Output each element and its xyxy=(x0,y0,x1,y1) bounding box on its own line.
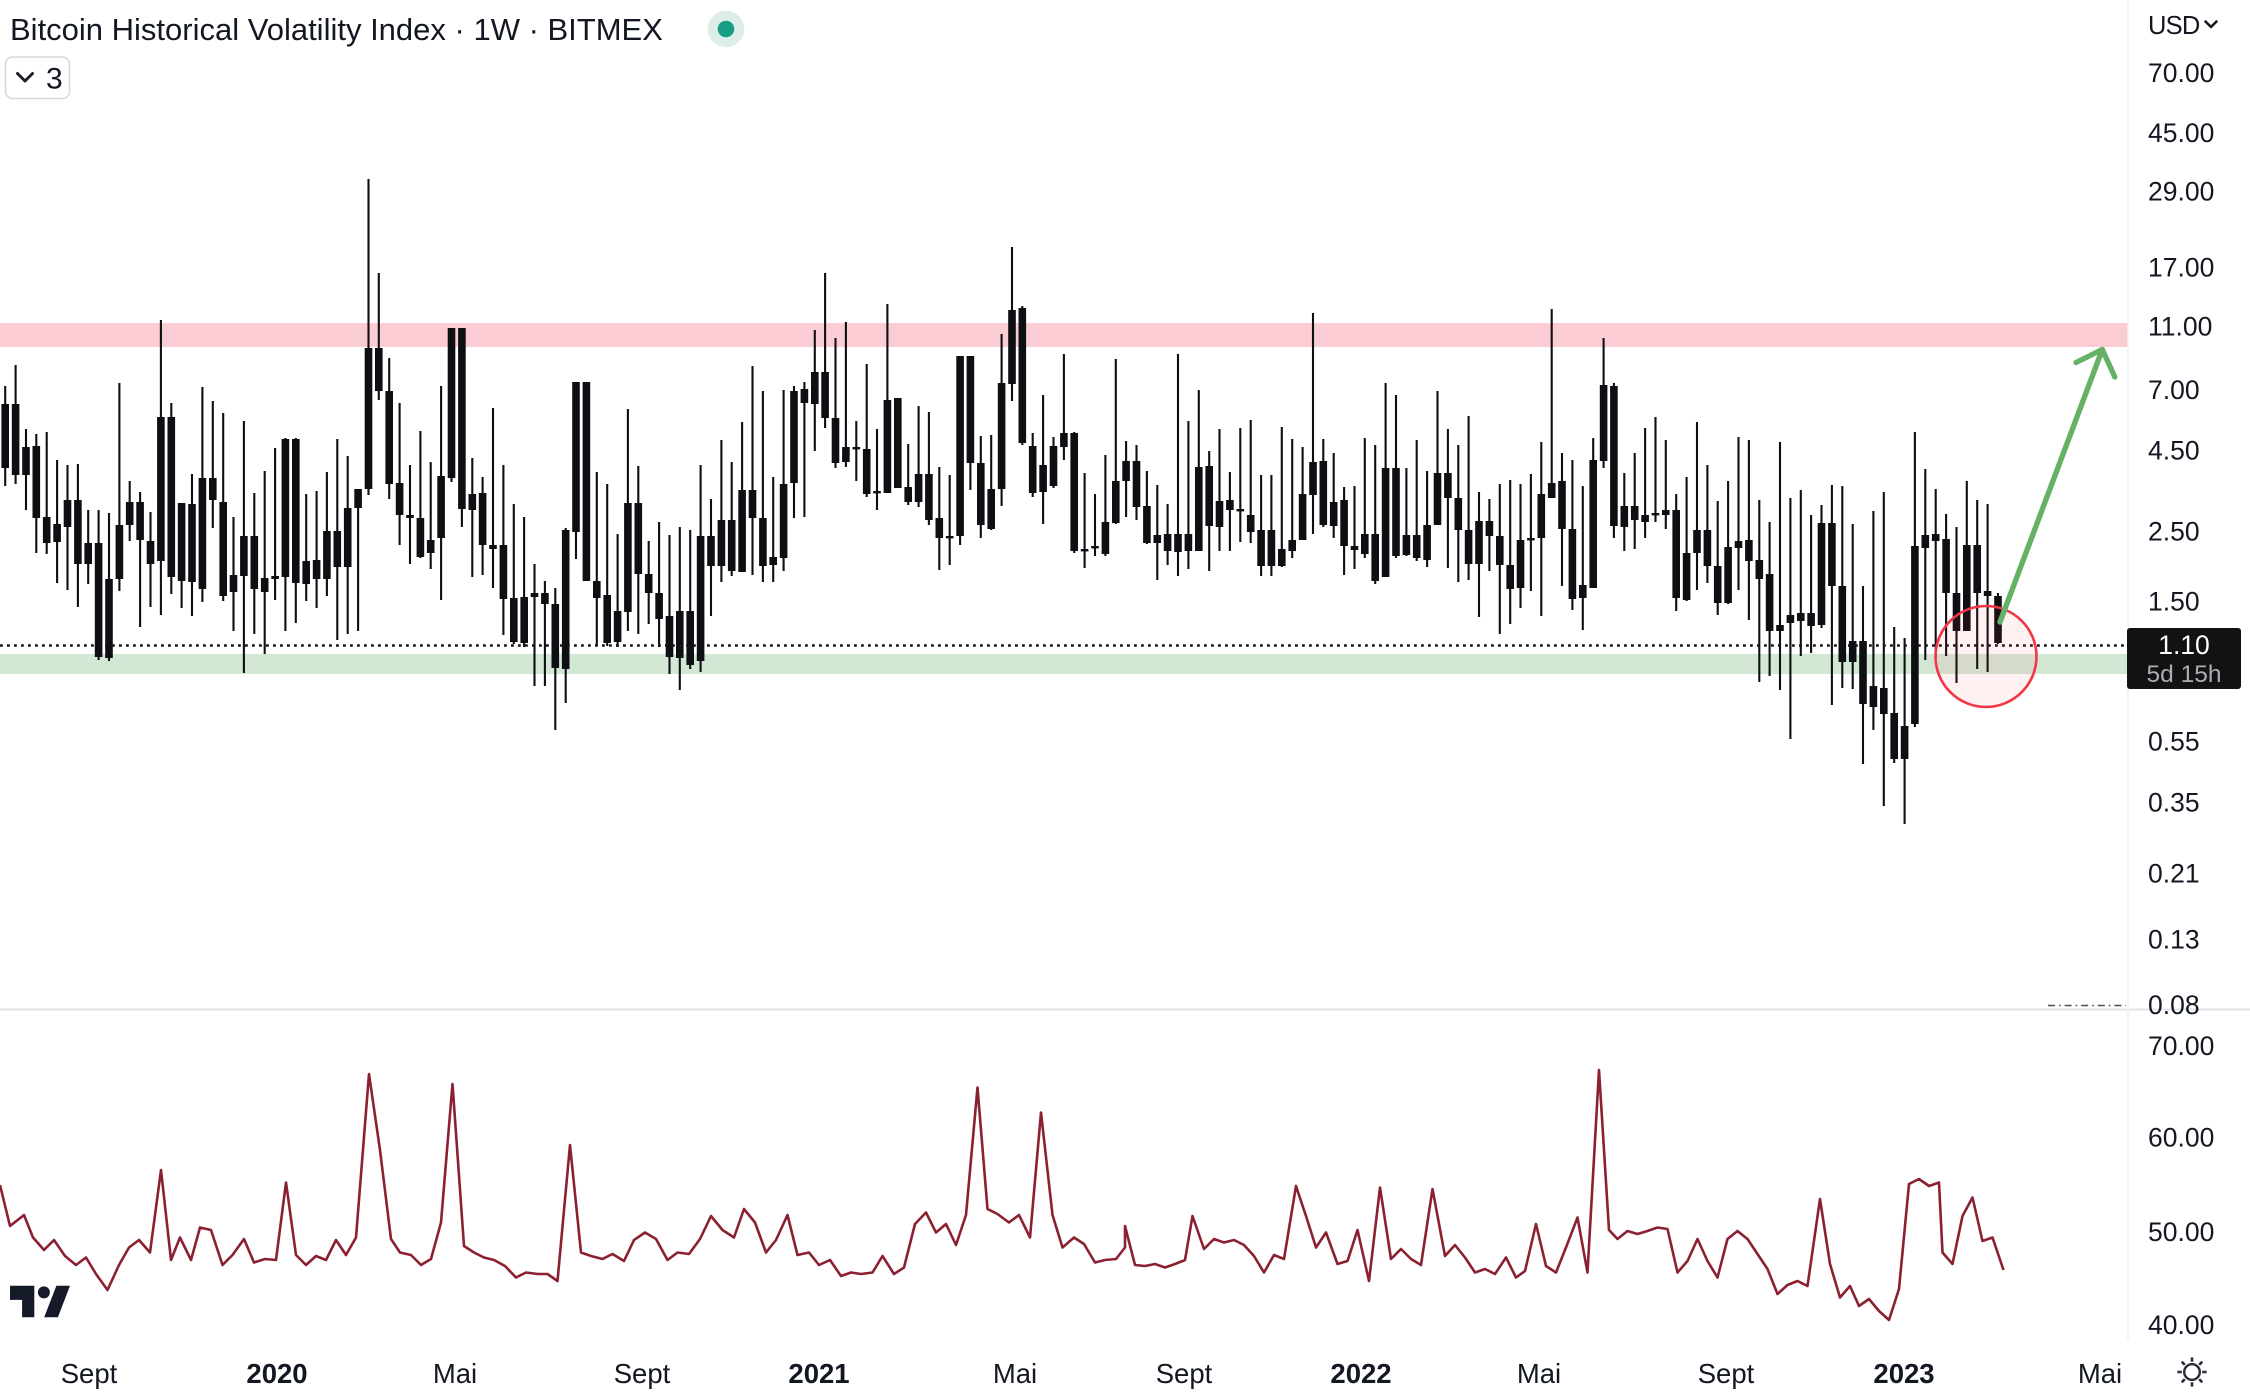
svg-text:0.21: 0.21 xyxy=(2148,858,2200,888)
svg-text:Sept: Sept xyxy=(1156,1358,1213,1389)
svg-text:2.50: 2.50 xyxy=(2148,516,2200,546)
svg-text:Mai: Mai xyxy=(2078,1358,2122,1389)
svg-text:7.00: 7.00 xyxy=(2148,375,2200,405)
svg-text:Mai: Mai xyxy=(1517,1358,1561,1389)
svg-text:2023: 2023 xyxy=(1873,1358,1934,1389)
svg-text:2021: 2021 xyxy=(788,1358,849,1389)
svg-text:2022: 2022 xyxy=(1330,1358,1391,1389)
svg-text:Sept: Sept xyxy=(1698,1358,1755,1389)
svg-text:5d 15h: 5d 15h xyxy=(2147,661,2222,688)
svg-text:Mai: Mai xyxy=(433,1358,477,1389)
svg-text:60.00: 60.00 xyxy=(2148,1123,2214,1153)
svg-text:Mai: Mai xyxy=(993,1358,1037,1389)
svg-text:0.08: 0.08 xyxy=(2148,990,2200,1020)
svg-text:4.50: 4.50 xyxy=(2148,436,2200,466)
svg-text:USD: USD xyxy=(2148,12,2200,40)
svg-text:2020: 2020 xyxy=(246,1358,307,1389)
svg-text:29.00: 29.00 xyxy=(2148,177,2214,207)
svg-text:70.00: 70.00 xyxy=(2148,58,2214,88)
svg-text:40.00: 40.00 xyxy=(2148,1310,2214,1340)
svg-text:0.55: 0.55 xyxy=(2148,726,2200,756)
svg-text:17.00: 17.00 xyxy=(2148,252,2214,282)
svg-text:0.35: 0.35 xyxy=(2148,787,2200,817)
svg-text:1.50: 1.50 xyxy=(2148,587,2200,617)
svg-text:50.00: 50.00 xyxy=(2148,1217,2214,1247)
svg-text:1.10: 1.10 xyxy=(2158,630,2210,660)
svg-text:Sept: Sept xyxy=(61,1358,118,1389)
svg-text:0.13: 0.13 xyxy=(2148,924,2200,954)
svg-text:Bitcoin Historical Volatility: Bitcoin Historical Volatility Index · 1W… xyxy=(10,12,663,47)
svg-text:Sept: Sept xyxy=(614,1358,671,1389)
svg-text:45.00: 45.00 xyxy=(2148,118,2214,148)
svg-text:70.00: 70.00 xyxy=(2148,1031,2214,1061)
svg-text:3: 3 xyxy=(46,63,63,96)
svg-text:11.00: 11.00 xyxy=(2148,311,2212,341)
